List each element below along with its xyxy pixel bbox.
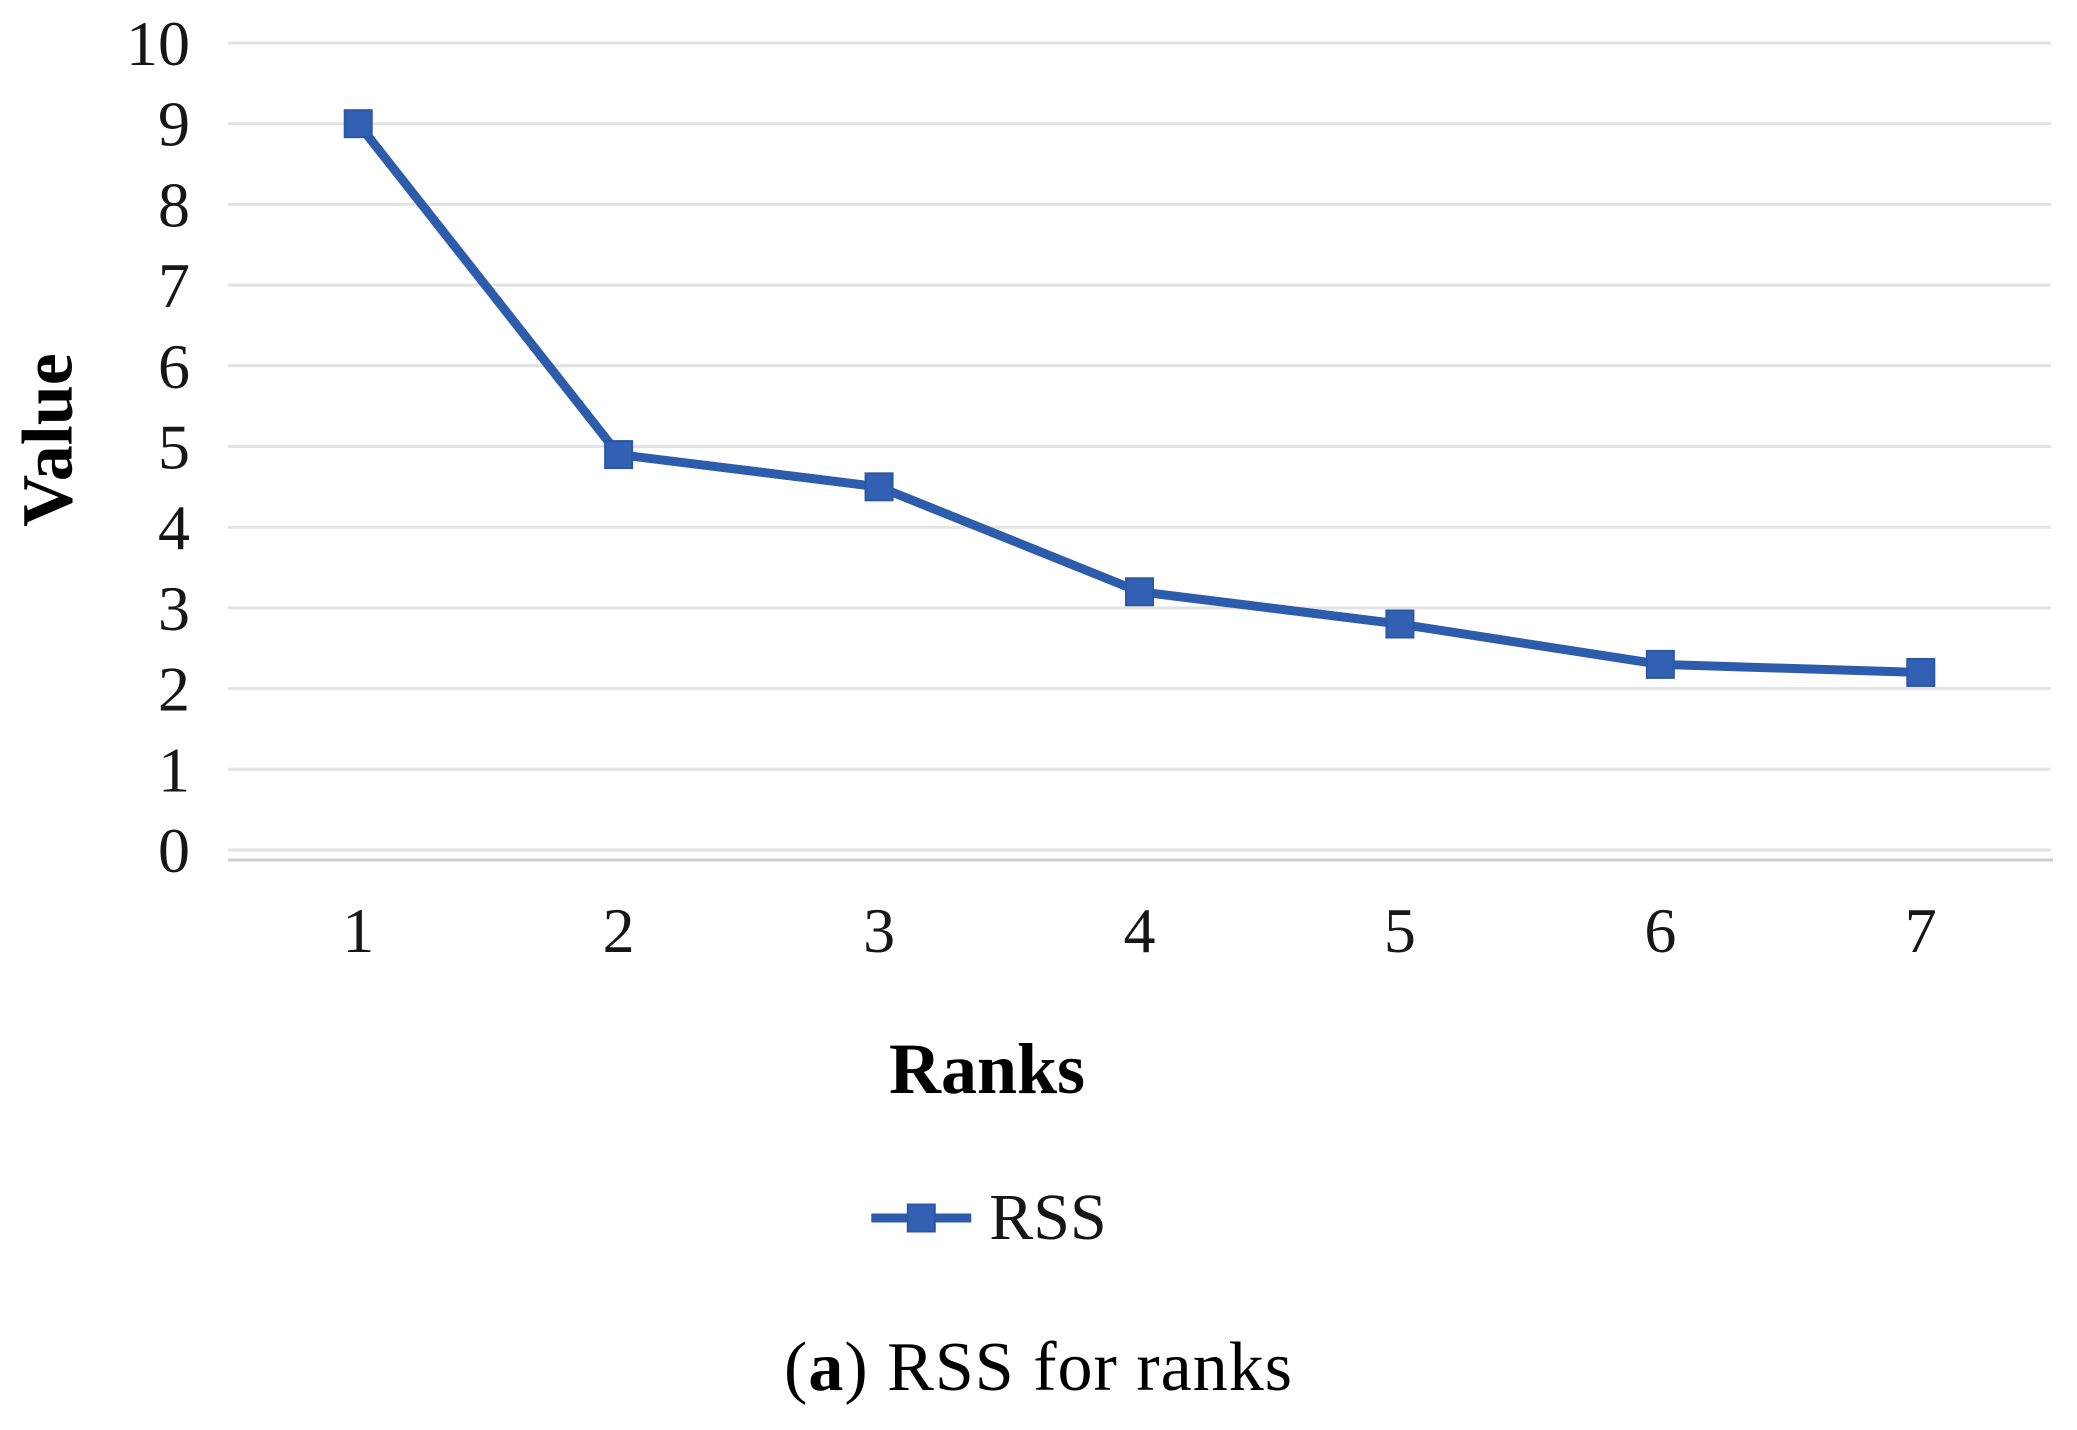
y-tick-label: 2	[158, 654, 190, 725]
y-axis-title: Value	[7, 353, 88, 527]
caption-open-paren: (	[784, 1329, 809, 1406]
y-tick-label: 9	[158, 89, 190, 160]
figure-caption: (a) RSS for ranks	[0, 1328, 2077, 1408]
y-tick-label: 5	[158, 412, 190, 483]
y-tick-label: 0	[158, 815, 190, 886]
legend-label: RSS	[989, 1181, 1107, 1254]
x-tick-label: 1	[342, 895, 374, 966]
data-point-marker	[1125, 577, 1154, 607]
y-tick-label: 10	[126, 8, 190, 79]
data-point-marker	[1906, 657, 1936, 687]
legend-marker	[906, 1203, 936, 1233]
caption-letter: a	[808, 1329, 845, 1406]
x-tick-label: 5	[1384, 895, 1416, 966]
y-tick-label: 8	[158, 169, 190, 240]
data-point-marker	[343, 109, 373, 139]
y-tick-label: 4	[158, 492, 190, 563]
x-axis-title: Ranks	[888, 1029, 1086, 1109]
data-point-marker	[1385, 609, 1415, 639]
data-point-marker	[604, 440, 634, 470]
x-tick-label: 6	[1644, 895, 1676, 966]
y-tick-label: 1	[158, 734, 190, 805]
y-tick-label: 6	[158, 331, 190, 402]
data-point-marker	[864, 472, 894, 502]
y-tick-label: 7	[158, 250, 190, 321]
legend: RSS	[871, 1180, 1107, 1256]
y-tick-label: 3	[158, 573, 190, 644]
data-point-marker	[1645, 649, 1675, 679]
x-tick-label: 4	[1124, 895, 1156, 966]
caption-rest: ) RSS for ranks	[844, 1329, 1293, 1406]
x-tick-label: 3	[863, 895, 895, 966]
x-tick-label: 7	[1905, 895, 1937, 966]
legend-line-marker-icon	[871, 1203, 972, 1233]
x-tick-label: 2	[603, 895, 635, 966]
